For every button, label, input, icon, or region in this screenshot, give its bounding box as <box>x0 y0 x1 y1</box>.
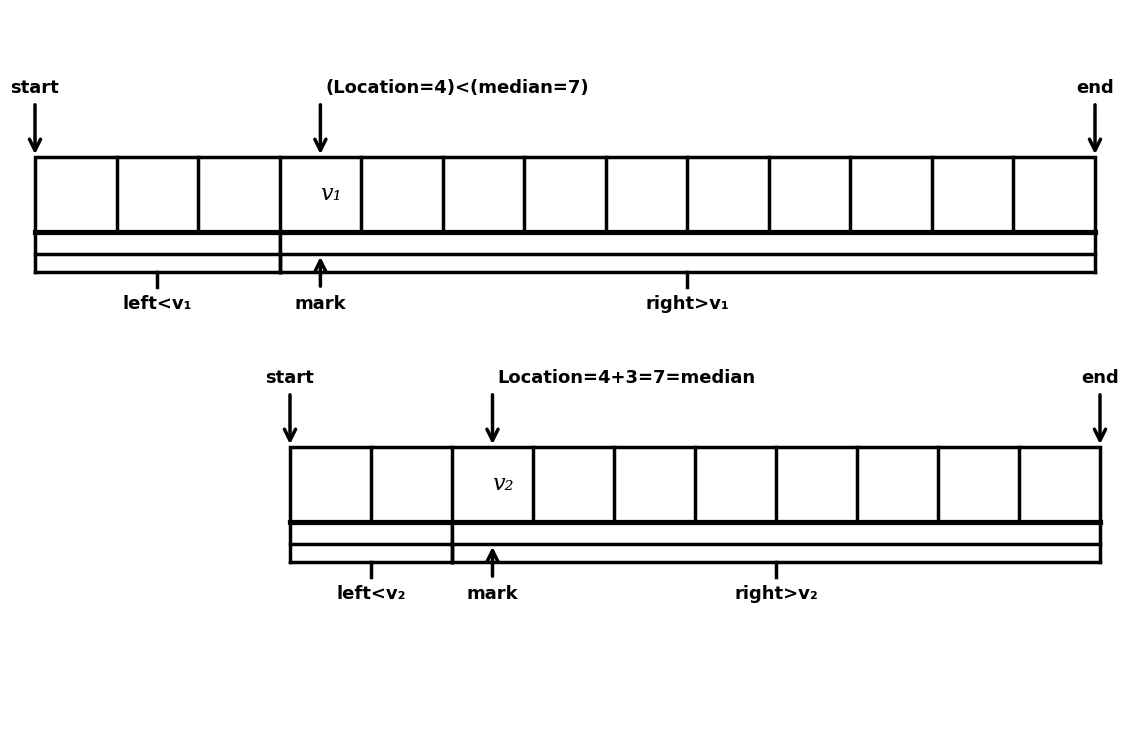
Text: mark: mark <box>295 295 346 313</box>
Text: v₂: v₂ <box>493 474 515 495</box>
Text: right>v₂: right>v₂ <box>735 585 818 603</box>
Text: v₁: v₁ <box>321 184 342 205</box>
Bar <box>290 447 1100 522</box>
Bar <box>452 522 1100 544</box>
Text: left<v₁: left<v₁ <box>123 295 193 313</box>
Text: end: end <box>1076 79 1114 97</box>
Text: end: end <box>1081 369 1118 387</box>
Text: right>v₁: right>v₁ <box>645 295 729 313</box>
Bar <box>290 522 452 544</box>
Bar <box>36 232 280 254</box>
Text: mark: mark <box>466 585 518 603</box>
Text: (Location=4)<(median=7): (Location=4)<(median=7) <box>325 79 589 97</box>
Bar <box>36 157 1094 232</box>
Text: left<v₂: left<v₂ <box>336 585 406 603</box>
Text: start: start <box>10 79 60 97</box>
Text: start: start <box>266 369 314 387</box>
Bar <box>280 232 1094 254</box>
Text: Location=4+3=7=median: Location=4+3=7=median <box>497 369 755 387</box>
